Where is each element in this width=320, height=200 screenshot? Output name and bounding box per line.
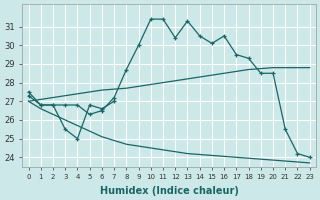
X-axis label: Humidex (Indice chaleur): Humidex (Indice chaleur) [100,186,239,196]
